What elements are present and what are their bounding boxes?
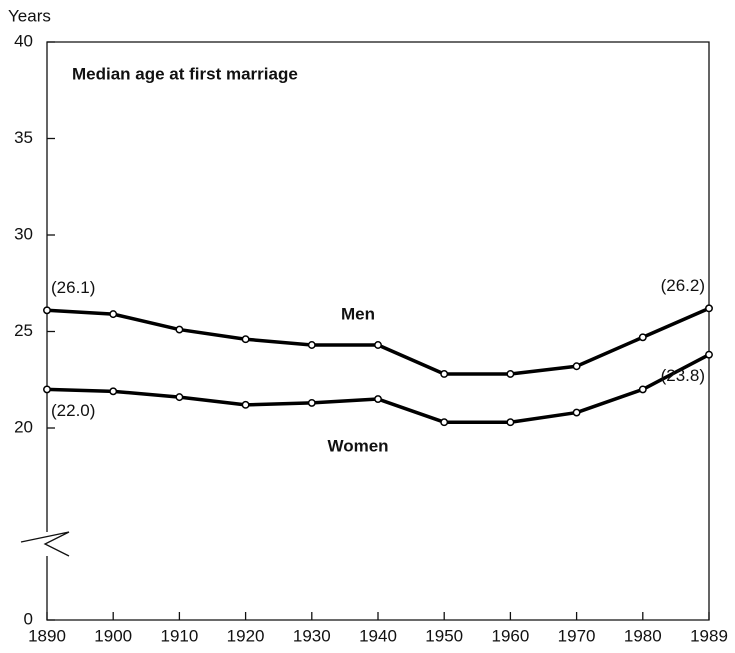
data-point bbox=[241, 400, 250, 409]
x-tick-label: 1930 bbox=[293, 626, 331, 645]
x-tick-label: 1950 bbox=[425, 626, 463, 645]
data-point bbox=[109, 387, 118, 396]
data-point bbox=[572, 362, 581, 371]
x-tick-label: 1910 bbox=[160, 626, 198, 645]
data-point bbox=[241, 335, 250, 344]
y-axis-label: Years bbox=[8, 6, 51, 25]
data-point bbox=[109, 310, 118, 319]
data-point bbox=[705, 304, 713, 313]
series-line bbox=[46, 353, 710, 424]
data-point bbox=[440, 370, 449, 378]
plot-frame bbox=[46, 41, 710, 621]
y-tick-label: 0 bbox=[24, 609, 33, 628]
data-point bbox=[175, 393, 184, 402]
y-tick-label: 30 bbox=[14, 224, 33, 243]
y-tick-label: 35 bbox=[14, 128, 33, 147]
data-point bbox=[307, 398, 316, 407]
data-point bbox=[506, 370, 515, 378]
x-tick-label: 1900 bbox=[94, 626, 132, 645]
data-point bbox=[440, 418, 449, 427]
data-point bbox=[638, 333, 647, 342]
value-label: (26.1) bbox=[51, 278, 95, 297]
y-tick-label: 25 bbox=[14, 321, 33, 340]
data-point bbox=[43, 385, 51, 394]
chart-title: Median age at first marriage bbox=[72, 64, 298, 83]
y-tick-label: 40 bbox=[14, 31, 33, 50]
x-tick-label: 1960 bbox=[491, 626, 529, 645]
data-point bbox=[374, 341, 382, 349]
x-tick-label: 1940 bbox=[359, 626, 397, 645]
y-tick-label: 20 bbox=[14, 417, 33, 436]
data-point bbox=[307, 341, 316, 349]
data-point bbox=[638, 385, 647, 394]
x-tick-label: 1920 bbox=[227, 626, 265, 645]
data-point bbox=[175, 325, 184, 334]
data-point bbox=[374, 395, 382, 403]
data-point bbox=[506, 418, 515, 427]
data-point bbox=[43, 306, 51, 315]
series-label: Men bbox=[341, 304, 375, 323]
x-tick-label: 1970 bbox=[558, 626, 596, 645]
series-label: Women bbox=[327, 437, 388, 456]
data-point bbox=[572, 408, 581, 417]
axis-break bbox=[20, 531, 70, 557]
value-label: (22.0) bbox=[51, 401, 95, 420]
data-point bbox=[705, 350, 713, 359]
value-label: (26.2) bbox=[661, 276, 705, 295]
x-tick-label: 1980 bbox=[624, 626, 662, 645]
x-tick-label: 1890 bbox=[28, 626, 66, 645]
value-label: (23.8) bbox=[661, 366, 705, 385]
x-tick-label: 1989 bbox=[690, 626, 728, 645]
